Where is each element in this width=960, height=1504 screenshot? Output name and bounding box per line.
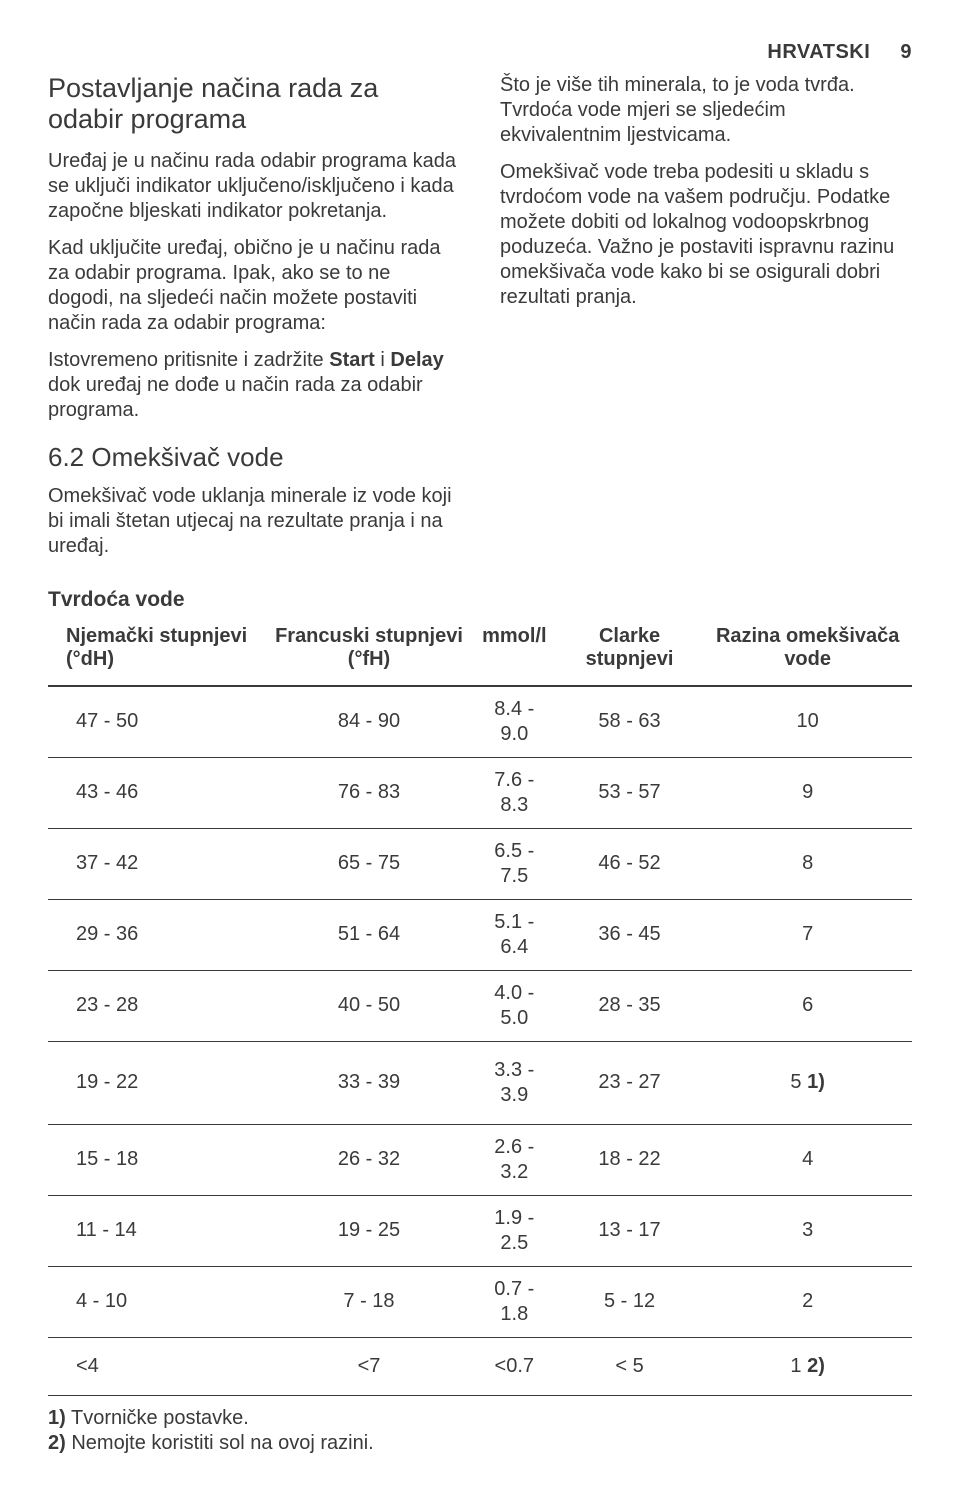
table-row: 47 - 5084 - 908.4 - 9.058 - 6310 (48, 686, 912, 758)
subsection-title: 6.2 Omekšivač vode (48, 441, 460, 474)
table-row: 43 - 4676 - 837.6 - 8.353 - 579 (48, 757, 912, 828)
paragraph: Što je više tih minerala, to je voda tvr… (500, 73, 912, 148)
table-cell: <4 (48, 1337, 265, 1395)
bold-text: Delay (390, 349, 443, 371)
table-cell: 0.7 - 1.8 (473, 1266, 556, 1337)
table-column-header: Njemački stupnjevi (°dH) (48, 619, 265, 686)
page-number: 9 (900, 40, 912, 65)
table-cell: 6.5 - 7.5 (473, 828, 556, 899)
table-column-header: mmol/l (473, 619, 556, 686)
table-column-header: Razina omekšiva­ča vode (703, 619, 912, 686)
footnote-index: 2) (48, 1432, 66, 1454)
table-row: 4 - 107 - 180.7 - 1.85 - 122 (48, 1266, 912, 1337)
table-cell: 7 (703, 899, 912, 970)
table-cell: 43 - 46 (48, 757, 265, 828)
table-cell: 33 - 39 (265, 1041, 473, 1124)
table-cell: <7 (265, 1337, 473, 1395)
table-cell: 3 (703, 1195, 912, 1266)
table-cell: 36 - 45 (556, 899, 704, 970)
table-row: 23 - 2840 - 504.0 - 5.028 - 356 (48, 970, 912, 1041)
table-row: 11 - 1419 - 251.9 - 2.513 - 173 (48, 1195, 912, 1266)
table-cell: 8 (703, 828, 912, 899)
footnote: 1) Tvorničke postavke. (48, 1406, 912, 1431)
table-cell: 29 - 36 (48, 899, 265, 970)
footnotes: 1) Tvorničke postavke. 2) Nemojte korist… (48, 1406, 912, 1456)
table-cell: 8.4 - 9.0 (473, 686, 556, 758)
table-cell: 58 - 63 (556, 686, 704, 758)
table-cell: 15 - 18 (48, 1124, 265, 1195)
table-cell: 11 - 14 (48, 1195, 265, 1266)
table-cell: 7.6 - 8.3 (473, 757, 556, 828)
table-cell: 53 - 57 (556, 757, 704, 828)
table-cell: 23 - 28 (48, 970, 265, 1041)
paragraph: Istovremeno pritisnite i zadržite Start … (48, 348, 460, 423)
paragraph: Omekšivač vode uklanja minerale iz vode … (48, 484, 460, 559)
hardness-table: Njemački stupnjevi (°dH)Francuski stupnj… (48, 619, 912, 1396)
table-body: 47 - 5084 - 908.4 - 9.058 - 631043 - 467… (48, 686, 912, 1396)
page-header: HRVATSKI 9 (48, 40, 912, 65)
table-cell: 9 (703, 757, 912, 828)
table-cell: 5.1 - 6.4 (473, 899, 556, 970)
table-cell: 28 - 35 (556, 970, 704, 1041)
table-cell: 19 - 22 (48, 1041, 265, 1124)
bold-text: Start (329, 349, 375, 371)
paragraph: Uređaj je u načinu rada odabir programa … (48, 149, 460, 224)
table-cell: 26 - 32 (265, 1124, 473, 1195)
table-row: 15 - 1826 - 322.6 - 3.218 - 224 (48, 1124, 912, 1195)
table-column-header: Francuski stupnjevi (°fH) (265, 619, 473, 686)
table-cell: 23 - 27 (556, 1041, 704, 1124)
table-cell: 4.0 - 5.0 (473, 970, 556, 1041)
table-cell: 19 - 25 (265, 1195, 473, 1266)
table-column-header: Clarke stupnjevi (556, 619, 704, 686)
table-cell: 4 (703, 1124, 912, 1195)
text-run: i (375, 349, 391, 371)
table-cell: 65 - 75 (265, 828, 473, 899)
table-cell: 5 1) (703, 1041, 912, 1124)
two-column-layout: Postavljanje načina rada za odabir progr… (48, 73, 912, 571)
table-cell: 13 - 17 (556, 1195, 704, 1266)
table-cell: 84 - 90 (265, 686, 473, 758)
table-header: Njemački stupnjevi (°dH)Francuski stupnj… (48, 619, 912, 686)
section-title: Postavljanje načina rada za odabir progr… (48, 73, 460, 135)
footnote-text: Tvorničke postavke. (66, 1407, 249, 1429)
table-cell: 18 - 22 (556, 1124, 704, 1195)
paragraph: Omekšivač vode treba podesiti u skladu s… (500, 160, 912, 310)
table-row: 29 - 3651 - 645.1 - 6.436 - 457 (48, 899, 912, 970)
footnote-index: 1) (48, 1407, 66, 1429)
table-row: 37 - 4265 - 756.5 - 7.546 - 528 (48, 828, 912, 899)
table-cell: 10 (703, 686, 912, 758)
table-cell: 1 2) (703, 1337, 912, 1395)
text-run: dok uređaj ne dođe u način rada za odabi… (48, 374, 423, 421)
table-cell: 1.9 - 2.5 (473, 1195, 556, 1266)
table-cell: 76 - 83 (265, 757, 473, 828)
table-cell: 6 (703, 970, 912, 1041)
language-label: HRVATSKI (767, 40, 870, 65)
table-row: 19 - 2233 - 393.3 - 3.923 - 275 1) (48, 1041, 912, 1124)
left-column: Postavljanje načina rada za odabir progr… (48, 73, 460, 571)
footnote-text: Nemojte koristiti sol na ovoj razini. (66, 1432, 374, 1454)
table-cell: 3.3 - 3.9 (473, 1041, 556, 1124)
footnote: 2) Nemojte koristiti sol na ovoj razini. (48, 1431, 912, 1456)
right-column: Što je više tih minerala, to je voda tvr… (500, 73, 912, 571)
paragraph: Kad uključite uređaj, obično je u načinu… (48, 236, 460, 336)
table-cell: 7 - 18 (265, 1266, 473, 1337)
table-cell: 37 - 42 (48, 828, 265, 899)
table-cell: 46 - 52 (556, 828, 704, 899)
table-cell: 51 - 64 (265, 899, 473, 970)
table-cell: 40 - 50 (265, 970, 473, 1041)
table-cell: 2 (703, 1266, 912, 1337)
table-cell: 2.6 - 3.2 (473, 1124, 556, 1195)
table-row: <4<7<0.7< 51 2) (48, 1337, 912, 1395)
table-cell: 4 - 10 (48, 1266, 265, 1337)
table-cell: <0.7 (473, 1337, 556, 1395)
table-cell: < 5 (556, 1337, 704, 1395)
table-cell: 47 - 50 (48, 686, 265, 758)
text-run: Istovremeno pritisnite i zadržite (48, 349, 329, 371)
table-title: Tvrdoća vode (48, 587, 912, 613)
table-cell: 5 - 12 (556, 1266, 704, 1337)
